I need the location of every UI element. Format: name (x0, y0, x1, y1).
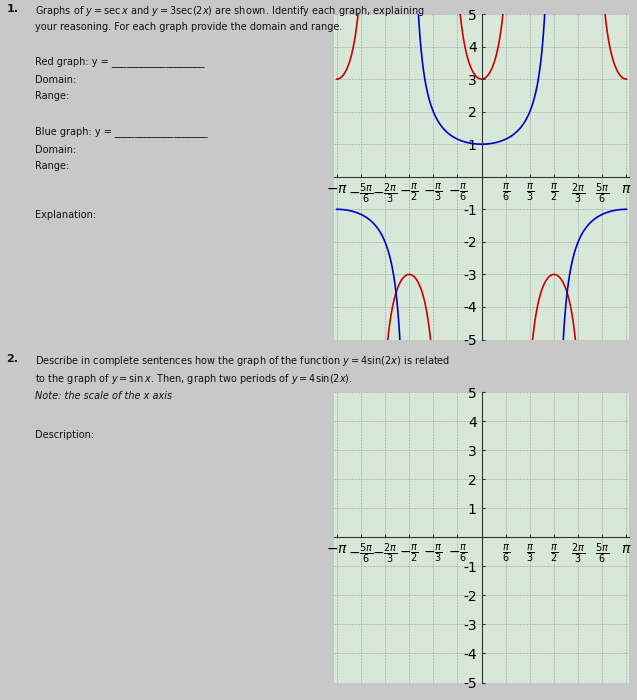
Text: Range:: Range: (35, 91, 69, 101)
Text: Explanation:: Explanation: (35, 210, 96, 220)
Text: 2.: 2. (6, 354, 18, 363)
Text: Domain:: Domain: (35, 145, 76, 155)
Text: your reasoning. For each graph provide the domain and range.: your reasoning. For each graph provide t… (35, 22, 343, 32)
Text: to the graph of $y=\sin x$. Then, graph two periods of $y = 4\sin(2x)$.: to the graph of $y=\sin x$. Then, graph … (35, 372, 353, 386)
Text: Graphs of $y = \sec x$ and $y = 3\sec(2x)$ are shown. Identify each graph, expla: Graphs of $y = \sec x$ and $y = 3\sec(2x… (35, 4, 424, 18)
Text: Domain:: Domain: (35, 75, 76, 85)
Text: Describe in complete sentences how the graph of the function $y = 4\sin(2x)$ is : Describe in complete sentences how the g… (35, 354, 450, 368)
Text: Range:: Range: (35, 161, 69, 171)
Text: 1.: 1. (6, 4, 18, 13)
Text: Red graph: y = ___________________: Red graph: y = ___________________ (35, 56, 204, 67)
Text: Blue graph: y = ___________________: Blue graph: y = ___________________ (35, 126, 208, 137)
Text: Note: the scale of the x axis: Note: the scale of the x axis (35, 391, 172, 401)
Text: Description:: Description: (35, 430, 94, 440)
